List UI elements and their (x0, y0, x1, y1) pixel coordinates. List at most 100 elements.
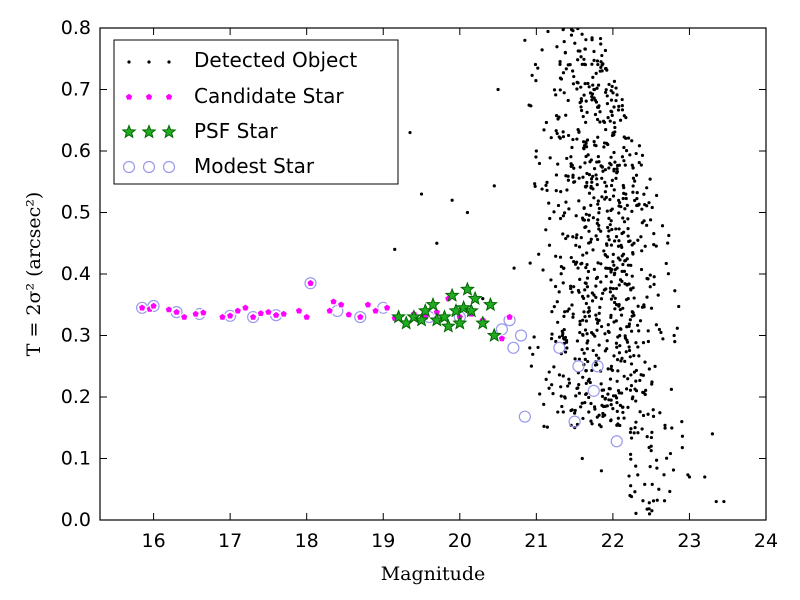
detected-object-point (586, 310, 590, 314)
detected-object-point (559, 385, 563, 389)
detected-object-point (599, 280, 603, 284)
detected-object-point (627, 345, 631, 349)
detected-object-point (585, 347, 589, 351)
detected-object-point (592, 87, 597, 92)
detected-object-point (584, 369, 588, 373)
detected-object-point (556, 320, 560, 324)
detected-object-point (619, 359, 623, 363)
detected-object-point (496, 87, 500, 92)
detected-object-point (585, 276, 590, 280)
detected-object-point (606, 367, 610, 371)
detected-object-point (620, 254, 624, 258)
detected-object-point (656, 293, 660, 297)
detected-object-point (592, 49, 596, 54)
detected-object-point (645, 507, 649, 511)
candidate-star-point (233, 306, 243, 315)
detected-object-point (550, 310, 554, 314)
detected-object-point (589, 419, 593, 423)
detected-object-point (627, 348, 632, 353)
detected-object-point (624, 273, 629, 277)
detected-object-point (635, 191, 639, 195)
detected-object-point (607, 166, 611, 170)
detected-object-point (583, 281, 587, 285)
detected-object-point (594, 313, 598, 317)
detected-object-point (581, 375, 585, 379)
detected-object-point (572, 166, 576, 170)
detected-object-point (559, 272, 563, 276)
candidate-star-point (171, 307, 182, 316)
detected-object-point (638, 378, 642, 383)
detected-object-point (629, 457, 633, 461)
detected-object-point (583, 47, 587, 51)
detected-object-point (563, 310, 567, 314)
detected-object-point (575, 137, 579, 141)
detected-object-point (567, 377, 571, 381)
candidate-star-point (179, 312, 189, 321)
detected-object-point (600, 165, 604, 169)
detected-object-point (586, 294, 590, 298)
axes-layer: 16 17 18 19 20 21 22 23 24 0.0 0.1 0.2 0.3 0.4 0.5 0.6 0… (61, 17, 778, 552)
detected-object-point (589, 203, 593, 207)
detected-object-point (533, 182, 537, 186)
detected-object-point (597, 223, 601, 227)
detected-object-point (589, 401, 593, 406)
detected-object-point (621, 410, 625, 415)
detected-object-point (620, 405, 625, 409)
detected-object-point (646, 339, 650, 344)
detected-object-point (557, 335, 562, 339)
detected-object-point (623, 359, 627, 363)
detected-object-point (597, 206, 601, 211)
detected-object-point (611, 91, 615, 95)
detected-object-point (605, 94, 609, 98)
detected-object-point (562, 39, 566, 44)
detected-object-point (600, 195, 604, 199)
detected-object-point (621, 306, 625, 310)
detected-object-point (601, 411, 605, 416)
detected-object-point (614, 235, 619, 239)
detected-object-point (558, 255, 563, 259)
detected-object-point (582, 351, 586, 355)
legend-label-detected: Detected Object (194, 48, 357, 72)
detected-object-point (597, 343, 601, 347)
detected-object-point (578, 330, 582, 335)
detected-object-point (614, 286, 619, 291)
detected-object-point (544, 228, 548, 232)
detected-object-point (641, 413, 646, 418)
detected-object-point (560, 404, 564, 409)
detected-object-point (714, 499, 718, 504)
detected-object-point (628, 239, 632, 243)
detected-object-point (594, 284, 598, 288)
detected-object-point (583, 288, 587, 292)
detected-object-point (631, 252, 635, 256)
y-axis-label: T = 2σ² (arcsec²) (23, 192, 45, 357)
detected-object-point (614, 303, 619, 307)
detected-object-point (649, 435, 653, 440)
detected-object-point (534, 149, 538, 153)
detected-object-point (632, 431, 636, 435)
detected-object-point (616, 423, 620, 427)
detected-object-point (612, 133, 616, 137)
detected-object-point (594, 71, 598, 75)
detected-object-point (565, 188, 569, 192)
detected-object-point (620, 356, 624, 360)
detected-object-point (609, 297, 614, 301)
detected-object-point (554, 254, 558, 258)
detected-object-point (590, 422, 594, 426)
detected-object-point (571, 29, 575, 33)
detected-object-point (589, 237, 593, 241)
detected-object-point (618, 334, 622, 338)
detected-object-point (590, 299, 595, 303)
detected-object-point (624, 149, 629, 153)
detected-object-point (615, 167, 619, 171)
detected-object-point (599, 382, 603, 386)
detected-object-point (633, 490, 637, 494)
detected-object-point (613, 307, 617, 311)
detected-object-point (594, 295, 598, 299)
detected-object-point (564, 236, 568, 241)
detected-object-point (600, 176, 604, 180)
modest-star-point (518, 410, 531, 423)
detected-object-point (566, 133, 571, 138)
candidate-star-point (149, 301, 159, 310)
detected-object-point (615, 396, 619, 400)
detected-object-point (582, 93, 586, 97)
